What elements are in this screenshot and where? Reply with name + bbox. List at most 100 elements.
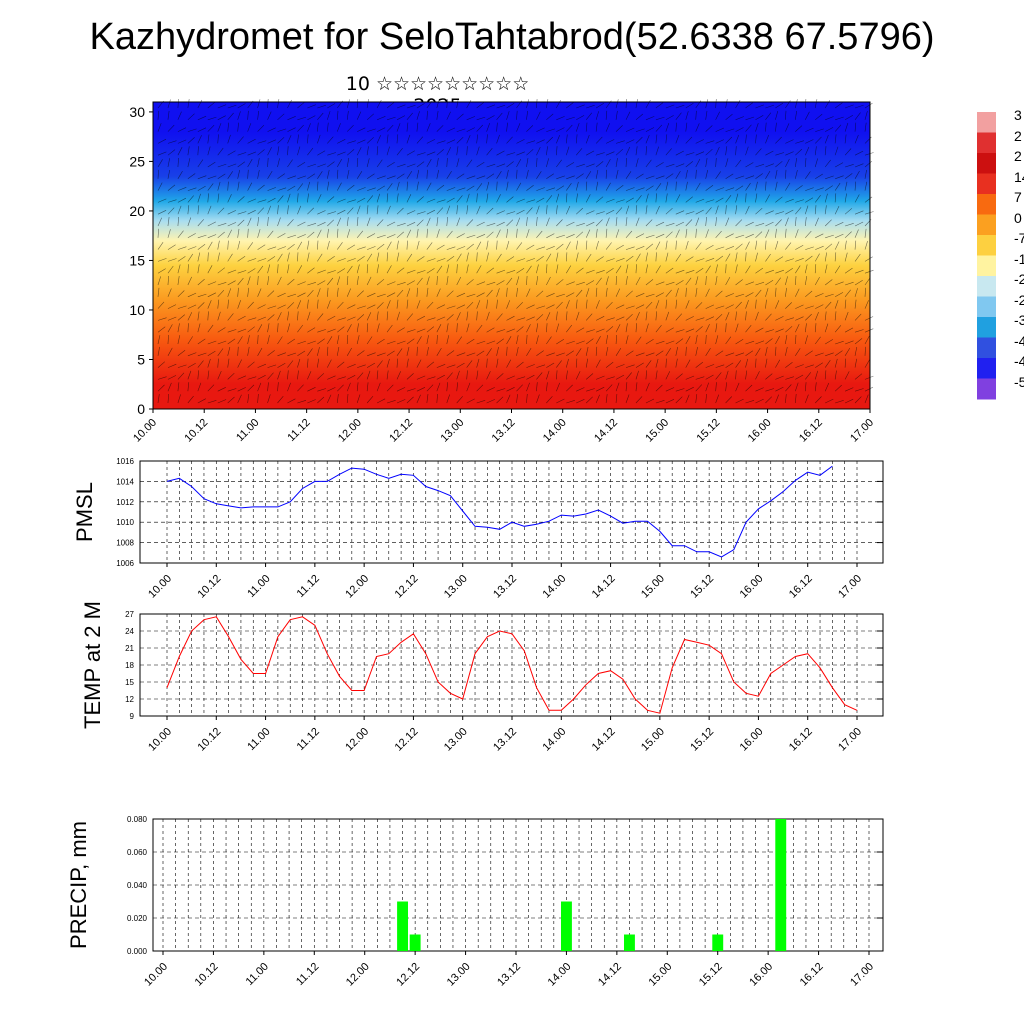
xsec-xtick-label: 10.12 bbox=[182, 417, 210, 445]
colorbar-label: -5 bbox=[1014, 373, 1024, 390]
temp-xtick-label: 16.00 bbox=[738, 726, 766, 754]
pmsl-series-line bbox=[166, 465, 833, 558]
colorbar-label: 3 bbox=[1014, 108, 1022, 123]
colorbar-label: 14 bbox=[1014, 168, 1024, 185]
pmsl-xtick-label: 10.12 bbox=[195, 573, 223, 601]
pmsl-frame bbox=[139, 460, 884, 564]
colorbar-segment bbox=[977, 378, 996, 400]
temp-xtick-label: 11.00 bbox=[245, 726, 272, 753]
precip-ytick-label: 0.020 bbox=[127, 914, 148, 923]
colorbar-label: -3 bbox=[1014, 312, 1024, 328]
colorbar-label: -4 bbox=[1014, 353, 1024, 369]
temp-xtick-label: 15.12 bbox=[688, 726, 716, 754]
xsec-xtick-label: 10.00 bbox=[131, 417, 159, 445]
colorbar-label: -7 bbox=[1014, 230, 1024, 246]
colorbar-label: 2 bbox=[1014, 148, 1022, 164]
pmsl-xtick-label: 15.00 bbox=[639, 573, 667, 601]
xsec-xtick-label: 16.12 bbox=[797, 417, 825, 445]
colorbar-segment bbox=[977, 296, 996, 318]
xsec-ytick-label: 5 bbox=[137, 351, 145, 367]
colorbar-label: 7 bbox=[1014, 189, 1022, 205]
colorbar-segment bbox=[977, 173, 996, 195]
temp-xtick-label: 14.00 bbox=[540, 726, 568, 754]
colorbar-label: -4 bbox=[1014, 332, 1024, 349]
xsec-xtick-label: 15.12 bbox=[695, 417, 723, 445]
pmsl-xtick-label: 14.12 bbox=[590, 573, 618, 601]
temp-ytick-label: 24 bbox=[125, 627, 134, 636]
temp-xtick-label: 13.12 bbox=[491, 726, 519, 754]
colorbar-labels: 3 2 2 14 7 0 -7 -1 -2 -2 -3 -4 -4 -5 bbox=[1014, 108, 1024, 408]
precip-xtick-label: 13.00 bbox=[445, 961, 473, 989]
temp-ytick-label: 12 bbox=[125, 695, 134, 704]
temp-xtick-label: 10.00 bbox=[146, 726, 174, 754]
xsec-ytick-label: 20 bbox=[129, 203, 145, 219]
pmsl-xtick-label: 14.00 bbox=[540, 573, 568, 601]
chart-title: Kazhydromet for SeloTahtabrod(52.6338 67… bbox=[89, 16, 935, 58]
temp-xtick-label: 17.00 bbox=[836, 726, 864, 754]
xsec-xtick-label: 13.12 bbox=[490, 417, 518, 445]
pmsl-ytick-label: 1008 bbox=[116, 539, 134, 548]
colorbar-label: -2 bbox=[1014, 291, 1024, 308]
temp-xtick-label: 16.12 bbox=[787, 726, 815, 754]
pmsl-xtick-label: 11.00 bbox=[245, 573, 272, 600]
xsec-xtick-label: 15.00 bbox=[643, 417, 671, 445]
precip-xtick-label: 14.12 bbox=[596, 961, 624, 989]
precip-xtick-label: 10.00 bbox=[142, 961, 170, 989]
precip-xtick-label: 10.12 bbox=[193, 961, 221, 989]
pmsl-xtick-label: 11.12 bbox=[295, 573, 322, 600]
pmsl-xtick-label: 13.12 bbox=[491, 573, 519, 601]
wind-barbs bbox=[157, 98, 874, 404]
colorbar-segment bbox=[977, 255, 996, 277]
precip-xtick-label: 15.00 bbox=[646, 961, 674, 989]
temp-xtick-label: 12.12 bbox=[393, 726, 421, 754]
temp-xtick-label: 13.00 bbox=[442, 726, 470, 754]
pmsl-axis-title: PMSL bbox=[72, 482, 97, 542]
temp-series-line bbox=[166, 616, 858, 714]
xsec-ytick-label: 25 bbox=[129, 153, 145, 169]
precip-xtick-label: 11.12 bbox=[294, 961, 321, 988]
colorbar-segment bbox=[977, 337, 996, 359]
colorbar-segment bbox=[977, 235, 996, 256]
precip-bar bbox=[712, 934, 724, 951]
colorbar-label: 2 bbox=[1014, 127, 1022, 144]
colorbar-segment bbox=[977, 317, 996, 338]
precip-ytick-label: 0.060 bbox=[127, 848, 148, 857]
temp-ytick-label: 27 bbox=[125, 610, 134, 619]
colorbar-segment bbox=[977, 214, 996, 236]
colorbar-segment bbox=[977, 358, 996, 379]
precip-xtick-label: 16.12 bbox=[798, 961, 826, 989]
xsec-xtick-label: 12.12 bbox=[387, 417, 415, 445]
pmsl-xtick-label: 12.00 bbox=[343, 573, 371, 601]
precip-bar bbox=[561, 901, 572, 951]
precip-xtick-label: 17.00 bbox=[848, 961, 876, 989]
xsec-xtick-label: 16.00 bbox=[746, 417, 774, 445]
temp-ytick-label: 18 bbox=[125, 661, 134, 670]
temp-xtick-label: 14.12 bbox=[590, 726, 618, 754]
colorbar-label: -1 bbox=[1014, 250, 1024, 267]
precip-bar bbox=[397, 901, 408, 951]
precip-xtick-label: 16.00 bbox=[747, 961, 775, 989]
precip-bar bbox=[409, 934, 421, 951]
colorbar-segment bbox=[977, 112, 996, 133]
xsec-xtick-label: 17.00 bbox=[848, 417, 876, 445]
pmsl-xtick-label: 15.12 bbox=[688, 573, 716, 601]
xsec-ytick-label: 15 bbox=[129, 252, 145, 268]
pmsl-xtick-label: 16.12 bbox=[787, 573, 815, 601]
xsec-ytick-label: 10 bbox=[129, 302, 145, 318]
temp-xtick-label: 11.12 bbox=[295, 726, 322, 753]
pmsl-xtick-label: 16.00 bbox=[738, 573, 766, 601]
pmsl-xtick-label: 13.00 bbox=[442, 573, 470, 601]
xsec-xtick-label: 11.12 bbox=[285, 417, 312, 444]
precip-axis-title: PRECIP, mm bbox=[66, 821, 91, 949]
colorbar-label: -2 bbox=[1014, 271, 1024, 287]
precip-xtick-label: 12.00 bbox=[344, 961, 372, 989]
precip-xtick-label: 15.12 bbox=[697, 961, 725, 989]
pmsl-xtick-label: 12.12 bbox=[393, 573, 421, 601]
temp-xtick-label: 10.12 bbox=[195, 726, 223, 754]
xsec-xtick-label: 12.00 bbox=[336, 417, 364, 445]
pmsl-ytick-label: 1006 bbox=[116, 559, 134, 568]
xsec-xtick-label: 13.00 bbox=[438, 417, 466, 445]
colorbar-segment bbox=[977, 276, 996, 297]
xsec-xtick-label: 14.00 bbox=[541, 417, 569, 445]
